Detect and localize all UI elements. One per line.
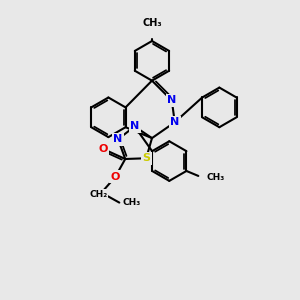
Text: O: O [111,172,120,182]
Text: O: O [99,144,108,154]
Text: N: N [130,122,139,131]
Text: N: N [170,117,179,127]
Text: CH₃: CH₃ [122,198,140,207]
Text: CH₃: CH₃ [142,18,162,28]
Text: CH₂: CH₂ [89,190,108,199]
Text: N: N [113,134,123,144]
Text: CH₃: CH₃ [206,173,224,182]
Text: N: N [167,95,176,106]
Text: S: S [142,153,150,163]
